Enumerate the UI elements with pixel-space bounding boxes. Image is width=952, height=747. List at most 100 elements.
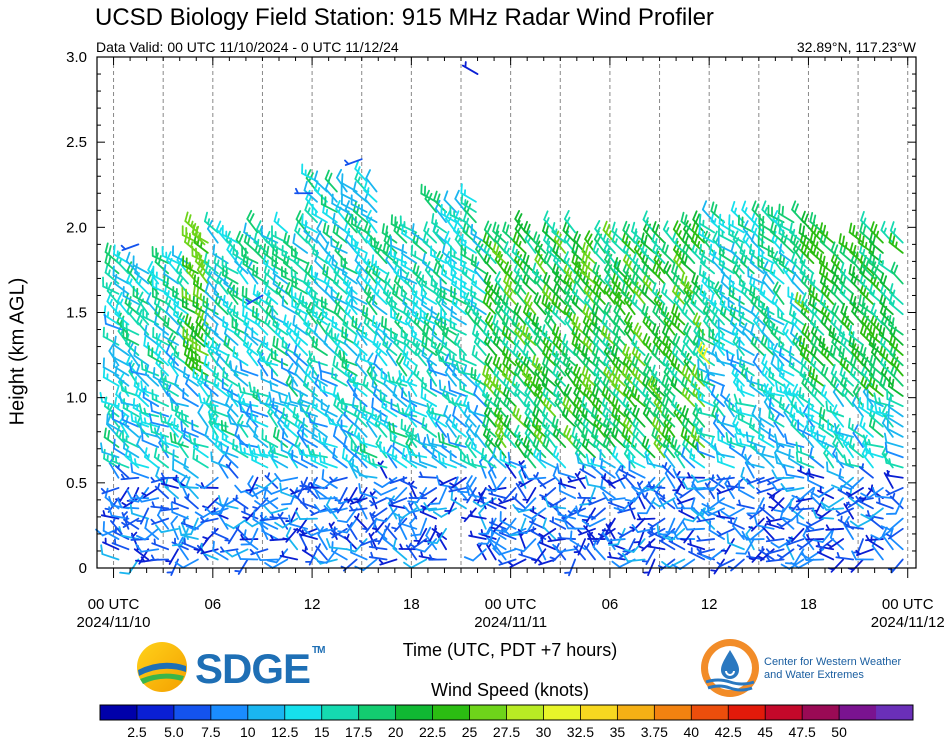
wind-barb <box>403 558 428 569</box>
barb-full <box>130 411 134 422</box>
barb-full <box>247 475 254 485</box>
barb-staff <box>162 335 179 346</box>
barb-full <box>104 252 109 264</box>
barb-full <box>373 354 378 365</box>
barb-full <box>195 483 206 490</box>
barb-half <box>106 373 109 381</box>
barb-staff <box>206 279 219 295</box>
barb-half <box>150 518 156 525</box>
barb-full <box>172 245 174 257</box>
wind-barb <box>200 547 219 555</box>
barb-full <box>212 304 216 316</box>
barb-full <box>238 401 243 413</box>
barb-staff <box>213 374 229 387</box>
barb-full <box>197 326 202 338</box>
barb-full <box>398 370 402 381</box>
barb-full <box>155 288 158 300</box>
barb-staff <box>211 346 229 356</box>
barb-full <box>215 220 222 231</box>
barb-half <box>242 516 249 520</box>
barb-full <box>390 398 393 410</box>
barb-full <box>155 333 161 344</box>
barb-half <box>115 456 118 464</box>
barb-half <box>317 543 321 550</box>
barb-full <box>103 427 107 439</box>
barb-half <box>213 417 216 425</box>
barb-staff <box>210 507 229 515</box>
barb-staff <box>247 482 259 500</box>
barb-staff <box>581 444 596 459</box>
barb-half <box>178 268 183 275</box>
barb-half <box>558 240 563 247</box>
barb-full <box>281 502 292 506</box>
barb-full <box>218 495 222 506</box>
barb-full <box>415 548 426 553</box>
barb-full <box>204 282 210 294</box>
barb-full <box>108 342 115 352</box>
barb-full <box>185 525 196 531</box>
barb-staff <box>410 558 428 569</box>
wind-barb <box>224 446 239 469</box>
barb-staff <box>221 387 239 397</box>
wind-barb <box>241 295 259 316</box>
barb-full <box>128 362 133 373</box>
barb-staff <box>314 260 328 275</box>
wind-barb <box>224 527 239 545</box>
barb-staff <box>112 356 130 367</box>
barb-full <box>102 367 106 379</box>
barb-staff <box>141 368 160 377</box>
barb-half <box>116 250 119 258</box>
barb-full <box>129 503 133 515</box>
wind-barb <box>239 442 259 459</box>
wind-barb <box>100 510 120 520</box>
wind-barb <box>181 286 199 305</box>
barb-full <box>292 233 296 244</box>
barb-staff <box>182 375 199 387</box>
barb-full <box>261 429 264 440</box>
wind-barb <box>418 471 438 479</box>
barb-full <box>185 476 191 487</box>
barb-half <box>235 352 239 360</box>
barb-full <box>144 518 149 529</box>
barb-full <box>221 378 224 389</box>
barb-full <box>422 252 426 264</box>
barb-full <box>274 472 282 482</box>
wind-barb <box>160 472 179 479</box>
barb-half <box>207 268 211 276</box>
barb-full <box>107 255 112 266</box>
barb-full <box>222 294 226 306</box>
barb-staff <box>251 459 269 469</box>
barb-full <box>133 345 137 357</box>
barb-full <box>443 405 449 416</box>
barb-staff <box>232 447 249 459</box>
barb-full <box>153 447 158 458</box>
wind-barb <box>377 460 388 479</box>
barb-full <box>203 211 208 223</box>
barb-full <box>174 561 184 569</box>
barb-staff <box>229 422 249 428</box>
barb-full <box>235 318 238 330</box>
barb-half <box>162 478 166 486</box>
barb-full <box>151 276 154 288</box>
barb-staff <box>147 268 160 285</box>
barb-half <box>176 423 179 431</box>
barb-full <box>135 534 146 541</box>
wind-barb <box>197 403 209 428</box>
barb-staff <box>478 512 487 530</box>
barb-full <box>192 367 195 378</box>
barb-half <box>117 310 121 318</box>
wind-barb <box>273 211 289 234</box>
barb-full <box>192 274 197 285</box>
wind-barb <box>204 506 229 515</box>
wind-barb <box>544 312 557 336</box>
barb-half <box>188 294 191 302</box>
barb-full <box>172 356 176 368</box>
wind-barb <box>363 282 378 305</box>
wind-barb <box>136 302 150 326</box>
barb-staff <box>331 324 348 336</box>
wind-barb <box>213 375 229 397</box>
barb-half <box>216 259 220 267</box>
wind-barb <box>184 211 199 234</box>
barb-full <box>112 265 115 277</box>
barb-staff <box>170 522 179 540</box>
